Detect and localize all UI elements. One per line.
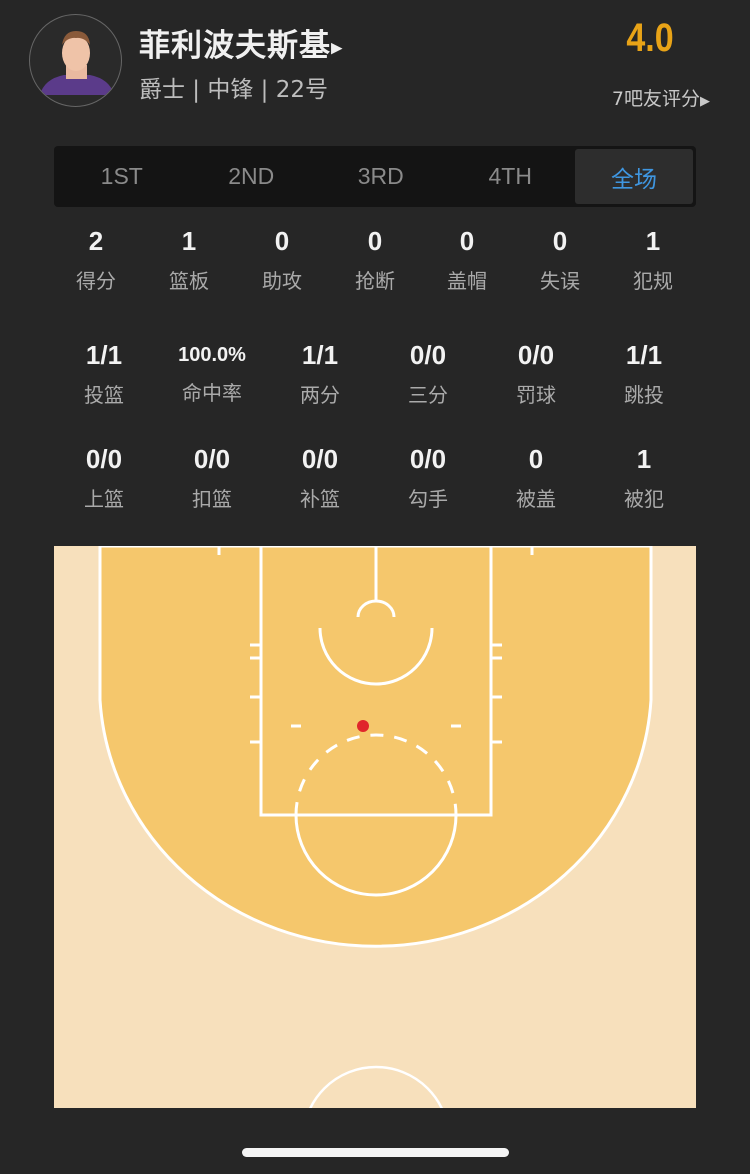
- period-tabs: 1ST 2ND 3RD 4TH 全场: [54, 146, 696, 207]
- stat-stats-row1-1: 1 篮板: [139, 226, 239, 294]
- stat-stats-row3-2: 0/0 补篮: [270, 444, 370, 512]
- paint: [259, 546, 493, 817]
- tab-full-game[interactable]: 全场: [575, 149, 693, 204]
- stat-label: 投篮: [84, 383, 124, 407]
- tab-1st[interactable]: 1ST: [100, 163, 143, 189]
- hoop: [356, 599, 396, 618]
- player-info: 爵士 | 中锋 | 22号: [139, 77, 329, 103]
- stat-value: 0: [528, 444, 544, 474]
- stat-value: 0/0: [409, 444, 447, 474]
- player-photo-icon: [40, 31, 114, 95]
- stat-stats-row3-3: 0/0 勾手: [378, 444, 478, 512]
- stat-stats-row3-5: 1 被犯: [594, 444, 694, 512]
- stat-value: 0: [367, 226, 383, 256]
- stat-value: 1: [636, 444, 652, 474]
- stat-label: 盖帽: [447, 269, 487, 293]
- lane-marks: [217, 546, 534, 744]
- stat-stats-row3-0: 0/0 上篮: [54, 444, 154, 512]
- stat-stats-row1-6: 1 犯规: [603, 226, 703, 294]
- stat-value: 2: [88, 226, 104, 256]
- play-arrow-icon: ▶: [700, 94, 710, 109]
- stat-value: 1: [645, 226, 661, 256]
- stat-value: 1/1: [301, 340, 339, 370]
- free-throw-circle-bottom: [294, 814, 458, 897]
- tab-4th[interactable]: 4TH: [488, 163, 532, 189]
- home-indicator[interactable]: [242, 1148, 509, 1157]
- stat-label: 跳投: [624, 383, 664, 407]
- stat-value: 1: [181, 226, 197, 256]
- center-circle: [309, 1065, 443, 1108]
- stat-value: 0: [274, 226, 290, 256]
- stat-value: 0: [459, 226, 475, 256]
- stat-value: 0/0: [85, 444, 123, 474]
- stat-label: 补篮: [300, 487, 340, 511]
- stat-stats-row3-1: 0/0 扣篮: [162, 444, 262, 512]
- stat-stats-row1-4: 0 盖帽: [417, 226, 517, 294]
- stat-value: 0/0: [301, 444, 339, 474]
- stat-stats-row2-5: 1/1 跳投: [594, 340, 694, 408]
- stat-value: 100.0%: [178, 344, 246, 366]
- tab-3rd[interactable]: 3RD: [357, 163, 404, 189]
- stat-label: 两分: [300, 383, 340, 407]
- stat-stats-row2-4: 0/0 罚球: [486, 340, 586, 408]
- stat-stats-row1-5: 0 失误: [510, 226, 610, 294]
- shot-marker-made: [357, 720, 369, 732]
- stat-value: 0/0: [409, 340, 447, 370]
- player-name-link[interactable]: 菲利波夫斯基▶: [139, 20, 344, 65]
- stat-label: 被盖: [516, 487, 556, 511]
- stat-label: 上篮: [84, 487, 124, 511]
- player-avatar[interactable]: [29, 14, 122, 107]
- player-name: 菲利波夫斯基: [139, 28, 331, 64]
- restricted-arc: [318, 627, 434, 686]
- stat-label: 三分: [408, 383, 448, 407]
- stat-label: 得分: [76, 269, 116, 293]
- raters-count: 7吧友评分: [611, 88, 700, 110]
- stat-value: 0: [552, 226, 568, 256]
- stat-value: 0/0: [193, 444, 231, 474]
- player-rating: 4.0: [626, 16, 674, 60]
- stat-label: 犯规: [633, 269, 673, 293]
- stat-value: 1/1: [625, 340, 663, 370]
- stat-stats-row2-2: 1/1 两分: [270, 340, 370, 408]
- three-point-area: [98, 546, 653, 948]
- stat-label: 助攻: [262, 269, 302, 293]
- stat-stats-row3-4: 0 被盖: [486, 444, 586, 512]
- stat-label: 扣篮: [192, 487, 232, 511]
- stat-label: 被犯: [624, 487, 664, 511]
- stat-value: 1/1: [85, 340, 123, 370]
- play-arrow-icon: ▶: [331, 38, 344, 57]
- stat-label: 失误: [540, 269, 580, 293]
- stat-stats-row1-2: 0 助攻: [232, 226, 332, 294]
- stat-value: 0/0: [517, 340, 555, 370]
- stat-label: 篮板: [169, 269, 209, 293]
- stat-stats-row2-1: 100.0% 命中率: [162, 340, 262, 406]
- stat-label: 罚球: [516, 383, 556, 407]
- stat-label: 抢断: [355, 269, 395, 293]
- stat-stats-row2-0: 1/1 投篮: [54, 340, 154, 408]
- stat-label: 勾手: [408, 487, 448, 511]
- stat-stats-row1-0: 2 得分: [46, 226, 146, 294]
- stat-stats-row2-3: 0/0 三分: [378, 340, 478, 408]
- free-throw-circle-top: [294, 733, 458, 816]
- stat-stats-row1-3: 0 抢断: [325, 226, 425, 294]
- tab-2nd[interactable]: 2ND: [228, 163, 275, 189]
- stat-label: 命中率: [182, 381, 242, 405]
- raters-link[interactable]: 7吧友评分▶: [612, 84, 710, 111]
